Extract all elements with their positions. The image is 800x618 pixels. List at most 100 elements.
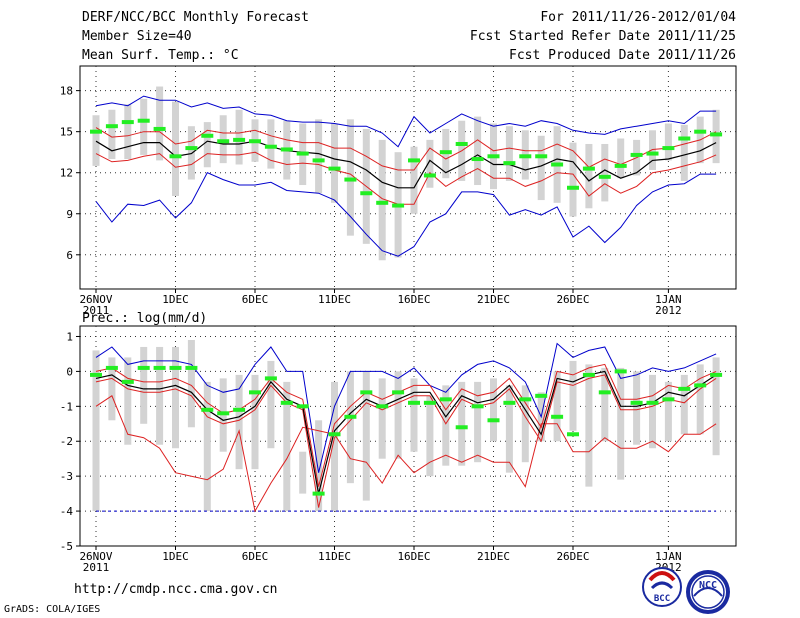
box-bar [92,350,100,512]
median-marker [694,129,707,134]
y-tick-label: -5 [60,540,73,553]
envelope-min-line [95,172,717,257]
box-bar [537,135,545,201]
median-marker [567,185,579,190]
median-marker [439,150,452,155]
mean-minus-sd-line [95,151,717,205]
median-marker [233,407,246,412]
source-url-link[interactable]: http://cmdp.ncc.cma.gov.cn [74,582,278,597]
median-marker [519,397,532,402]
box-bar [521,385,529,463]
box-bar [140,346,148,424]
x-tick-label: 6DEC [242,293,269,306]
x-tick-label: 1JAN [655,550,682,563]
x-tick-sublabel: 2011 [83,561,110,574]
median-marker [408,158,420,163]
box-bar [680,124,688,181]
median-marker [90,129,102,134]
box-bar [633,371,641,445]
median-marker [487,154,500,159]
box-bar [299,451,307,494]
median-marker [471,157,484,162]
median-marker [376,404,389,409]
plot-frame [79,325,737,547]
envelope-max-line [95,342,717,473]
median-marker [249,139,261,144]
median-marker [614,163,627,168]
x-tick-label: 16DEC [397,293,430,306]
y-tick-label: 6 [66,249,73,262]
median-marker [169,365,182,370]
box-bar [664,123,672,161]
median-marker [662,146,675,151]
median-marker [169,154,182,159]
box-bar [505,385,513,473]
median-marker [582,372,595,377]
median-marker [503,400,516,405]
ncc-logo-text: NCC [699,580,717,591]
box-bar [124,104,132,160]
box-bar [458,381,466,466]
box-bar [203,122,211,168]
box-bar [490,378,497,442]
median-marker [598,174,611,179]
median-marker [121,379,134,384]
x-tick-label: 16DEC [397,550,430,563]
median-marker [392,390,405,395]
mean-plus-sd-line [95,363,717,487]
box-bar [108,357,116,421]
x-tick-label: 11DEC [318,293,351,306]
median-marker [551,414,564,419]
box-bar [346,371,354,484]
box-bar [474,116,482,186]
box-bar [92,115,100,166]
box-bar [410,378,418,452]
median-marker [296,151,309,156]
median-marker [233,137,246,142]
box-bar [426,139,434,188]
box-bar [680,374,688,435]
y-tick-label: -3 [60,470,73,483]
forecast-period-label: For 2011/11/26-2012/01/04 [540,10,736,25]
median-marker [137,118,150,123]
x-tick-label: 21DEC [477,293,510,306]
box-bar [235,109,243,165]
x-tick-label: 26NOV [79,293,112,306]
median-marker [582,166,595,171]
box-bar [346,119,354,236]
y-tick-label: -1 [60,400,73,413]
median-marker [376,200,389,205]
envelope-min-line [95,395,717,513]
grads-credit: GrADS: COLA/IGES [4,604,101,615]
box-bar [394,371,402,459]
box-bar [267,360,275,449]
median-marker [296,404,309,409]
median-marker [630,400,643,405]
bcc-logo: BCC [642,567,682,607]
median-marker [646,400,659,405]
x-tick-sublabel: 2011 [83,304,110,317]
median-marker [392,203,405,208]
box-bar [569,360,577,431]
median-marker [201,407,214,412]
y-tick-label: 0 [66,365,73,378]
median-marker [264,376,277,381]
box-bar [569,142,577,217]
x-tick-label: 1DEC [162,550,189,563]
box-bar [140,98,148,155]
box-bar [378,139,386,261]
forecast-start-date-label: Fcst Started Refer Date 2011/11/25 [469,29,736,44]
box-bar [474,381,482,463]
median-marker [614,369,627,374]
median-marker [567,432,579,437]
y-tick-label: 18 [60,85,73,98]
bcc-logo-text: BCC [654,594,670,604]
median-marker [344,177,357,182]
envelope-max-line [95,95,717,148]
box-bar [617,138,625,179]
temperature-panel-title: Mean Surf. Temp.: °C [82,48,239,63]
median-marker [312,158,325,163]
box-bar [426,395,434,477]
